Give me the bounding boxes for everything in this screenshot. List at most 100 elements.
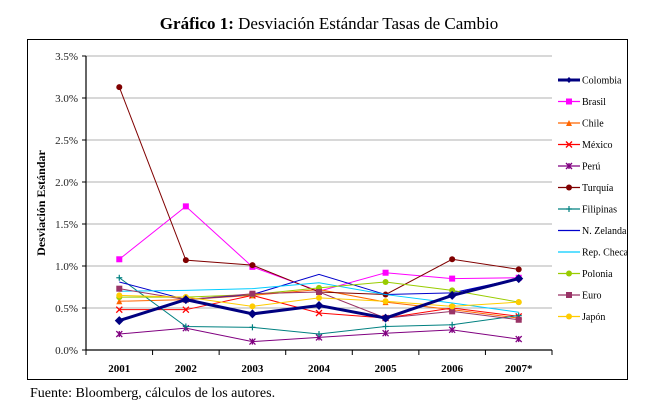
diamond-marker [381,313,391,323]
legend-label: Filipinas [582,205,617,216]
diamond-marker [514,274,524,284]
series-line [119,282,519,313]
circle-marker [449,303,456,310]
circle-marker [382,278,389,285]
square-marker [449,275,456,282]
y-tick-label: 3.5% [55,51,78,63]
x-tick-label: 2005 [375,363,398,375]
plus-marker [566,206,572,212]
series-line [118,205,519,292]
square-marker [249,290,256,297]
x-marker [182,306,190,314]
series-lines [114,84,524,346]
legend-label: Japón [582,312,605,323]
diamond-marker [181,295,191,305]
chart-frame [27,39,628,380]
source-note: Fuente: Bloomberg, cálculos de los autor… [30,386,276,401]
y-tick-label: 2.0% [55,177,78,189]
star-marker [382,329,390,337]
square-marker [116,285,123,292]
circle-marker [566,270,572,277]
diamond-marker [566,77,572,83]
circle-marker [515,266,522,273]
legend: Colombia Brasil Chile México Perú Turquía Fili… [558,76,629,323]
x-tick-label: 2002 [175,363,198,375]
legend-label: Chile [582,119,604,130]
legend-item: Polonia [558,269,613,280]
y-tick-label: 1.5% [55,219,78,231]
circle-marker [249,262,256,269]
legend-item: México [558,140,613,151]
circle-marker [249,303,256,310]
axes [82,55,553,355]
square-marker [566,292,572,298]
y-axis-label: Desviación Estándar [34,149,48,255]
legend-item: N. Zelanda [558,226,627,237]
triangle-marker [116,298,123,305]
y-tick-label: 0.0% [55,345,78,357]
x-tick-labels: 2001 2002 2003 2004 2005 2006 2007* [108,363,533,375]
legend-label: Polonia [582,269,613,280]
x-tick-label: 2003 [241,363,264,375]
circle-marker [382,298,389,305]
square-marker [316,289,322,296]
legend-item: Japón [558,312,605,323]
diamond-marker [314,300,324,310]
star-marker [448,326,456,334]
legend-label: Turquía [582,183,614,194]
series-colombia [114,274,524,326]
x-marker [115,306,123,314]
square-marker [449,308,456,315]
x-tick-label: 2006 [441,363,464,375]
circle-marker [316,294,322,301]
square-marker [515,316,522,323]
plus-marker [182,323,189,330]
plus-marker [116,274,123,281]
star-marker [115,330,123,338]
legend-item: Euro [558,291,601,302]
legend-item: Rep. Checa [558,248,629,259]
chart-title-rest: Desviación Estándar Tasas de Cambio [233,14,499,33]
legend-label: Perú [582,162,600,173]
square-marker [182,203,189,210]
diamond-marker [247,309,257,319]
plus-marker [449,321,456,328]
legend-label: N. Zelanda [582,226,627,237]
star-marker [565,162,573,170]
y-tick-label: 3.0% [55,93,78,105]
diamond-marker [447,290,457,300]
y-tick-label: 2.5% [55,135,78,147]
x-marker [565,141,573,148]
y-tick-label: 1.0% [55,261,78,273]
square-marker [382,269,389,276]
legend-label: Brasil [582,97,606,108]
x-tick-label: 2004 [308,363,331,375]
x-marker [315,309,323,317]
legend-item: Chile [558,119,604,130]
legend-item: Filipinas [558,205,617,216]
plus-marker [382,323,389,330]
circle-marker [515,299,522,306]
series-line [118,86,519,296]
square-marker [566,98,572,105]
circle-marker [182,257,189,264]
legend-label: Colombia [582,76,622,87]
chart-title-bold: Gráfico 1: [159,14,234,33]
x-tick-label: 2007* [505,363,533,375]
circle-marker [449,256,456,263]
circle-marker [449,287,456,294]
y-tick-labels: 0.0% 0.5% 1.0% 1.5% 2.0% 2.5% 3.0% 3.5% [55,51,78,357]
square-marker [116,256,123,263]
star-marker [515,335,523,343]
legend-label: Rep. Checa [582,248,629,259]
legend-item: Turquía [558,183,614,194]
diamond-marker [114,316,124,326]
circle-marker [116,292,123,299]
star-marker [248,338,256,346]
legend-item: Colombia [558,76,622,87]
circle-marker [566,313,572,320]
plus-marker [249,324,256,331]
circle-marker [116,84,123,91]
series-brasil [116,203,522,295]
